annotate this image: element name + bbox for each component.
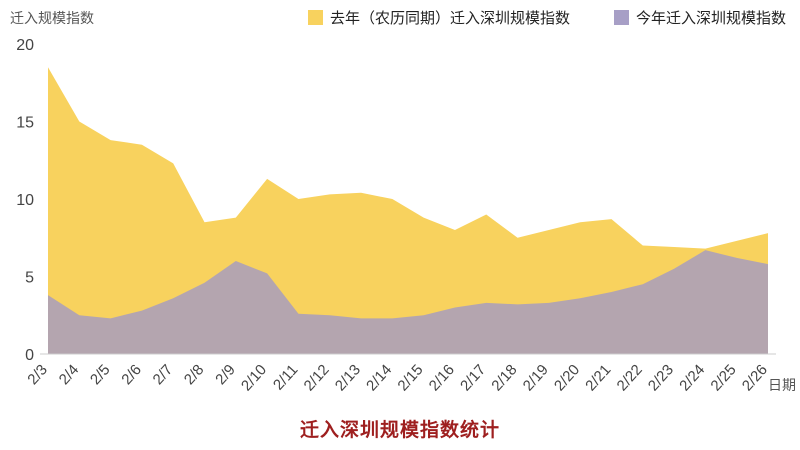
legend: 去年（农历同期）迁入深圳规模指数 今年迁入深圳规模指数 xyxy=(307,7,786,28)
legend-label-last-year: 去年（农历同期）迁入深圳规模指数 xyxy=(329,10,570,27)
y-tick-label: 5 xyxy=(25,270,34,287)
x-tick-label: 2/13 xyxy=(332,361,364,394)
x-tick-label: 2/19 xyxy=(520,361,552,394)
x-tick-label: 2/11 xyxy=(270,361,301,393)
x-tick-label: 2/22 xyxy=(614,361,646,394)
x-tick-label: 2/9 xyxy=(212,361,239,388)
x-tick-label: 2/25 xyxy=(707,361,739,394)
x-tick-label: 2/17 xyxy=(457,361,489,394)
x-tick-label: 2/6 xyxy=(118,361,145,388)
x-tick-label: 2/10 xyxy=(238,361,270,394)
x-tick-label: 2/7 xyxy=(150,361,177,388)
legend-swatch-last-year xyxy=(307,10,323,25)
chart-header: 迁入规模指数 去年（农历同期）迁入深圳规模指数 今年迁入深圳规模指数 xyxy=(0,0,800,36)
x-tick-label: 2/8 xyxy=(181,361,208,388)
x-tick-label: 2/24 xyxy=(676,361,708,394)
x-tick-label: 2/16 xyxy=(426,361,458,394)
legend-item-this-year[interactable]: 今年迁入深圳规模指数 xyxy=(613,7,786,28)
x-tick-label: 2/4 xyxy=(56,361,83,388)
y-tick-label: 15 xyxy=(16,115,34,132)
x-tick-label: 2/5 xyxy=(87,361,114,388)
legend-swatch-this-year xyxy=(613,10,629,25)
x-tick-label: 2/26 xyxy=(739,361,771,394)
series-area-this-year xyxy=(48,250,768,354)
y-axis-title: 迁入规模指数 xyxy=(10,10,94,26)
y-tick-label: 10 xyxy=(16,192,34,209)
x-tick-label: 2/21 xyxy=(582,361,614,394)
y-tick-label: 20 xyxy=(16,37,34,54)
y-tick-label: 0 xyxy=(25,347,34,364)
x-tick-label: 2/3 xyxy=(24,361,51,388)
x-axis-title: 日期 xyxy=(768,377,796,393)
legend-label-this-year: 今年迁入深圳规模指数 xyxy=(635,10,786,27)
x-tick-label: 2/15 xyxy=(394,361,426,394)
x-tick-label: 2/14 xyxy=(363,361,395,394)
legend-item-last-year[interactable]: 去年（农历同期）迁入深圳规模指数 xyxy=(307,7,570,28)
chart-title: 迁入深圳规模指数统计 xyxy=(299,420,500,441)
x-tick-label: 2/12 xyxy=(301,361,333,394)
x-tick-label: 2/20 xyxy=(551,361,583,394)
x-tick-label: 2/18 xyxy=(488,361,520,394)
x-tick-label: 2/23 xyxy=(645,361,677,394)
